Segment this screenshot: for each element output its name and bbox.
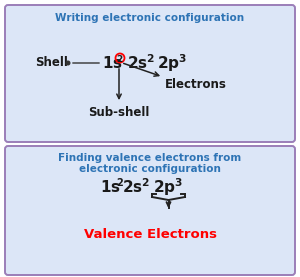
Circle shape [66,61,70,65]
Text: Valence Electrons: Valence Electrons [83,229,217,242]
Text: Sub-shell: Sub-shell [88,106,150,119]
Text: Finding valence electrons from: Finding valence electrons from [58,153,242,163]
Text: $\mathbf{2p^3}$: $\mathbf{2p^3}$ [153,176,183,198]
Text: $\mathbf{2p^3}$: $\mathbf{2p^3}$ [157,52,187,74]
Text: $\mathbf{2}$: $\mathbf{2}$ [116,176,124,188]
Text: $\mathbf{1s}$: $\mathbf{1s}$ [100,179,121,195]
Text: $\mathbf{2s^2}$: $\mathbf{2s^2}$ [122,178,150,196]
Text: Shell: Shell [36,57,68,70]
Text: $\mathbf{2}$: $\mathbf{2}$ [116,53,124,63]
FancyBboxPatch shape [5,5,295,142]
Text: $\mathbf{1s}$: $\mathbf{1s}$ [102,55,123,71]
FancyBboxPatch shape [5,146,295,275]
Text: electronic configuration: electronic configuration [79,164,221,174]
Text: $\mathbf{2s^2}$: $\mathbf{2s^2}$ [127,54,155,72]
Text: Writing electronic configuration: Writing electronic configuration [56,13,244,23]
Text: Electrons: Electrons [165,78,227,91]
